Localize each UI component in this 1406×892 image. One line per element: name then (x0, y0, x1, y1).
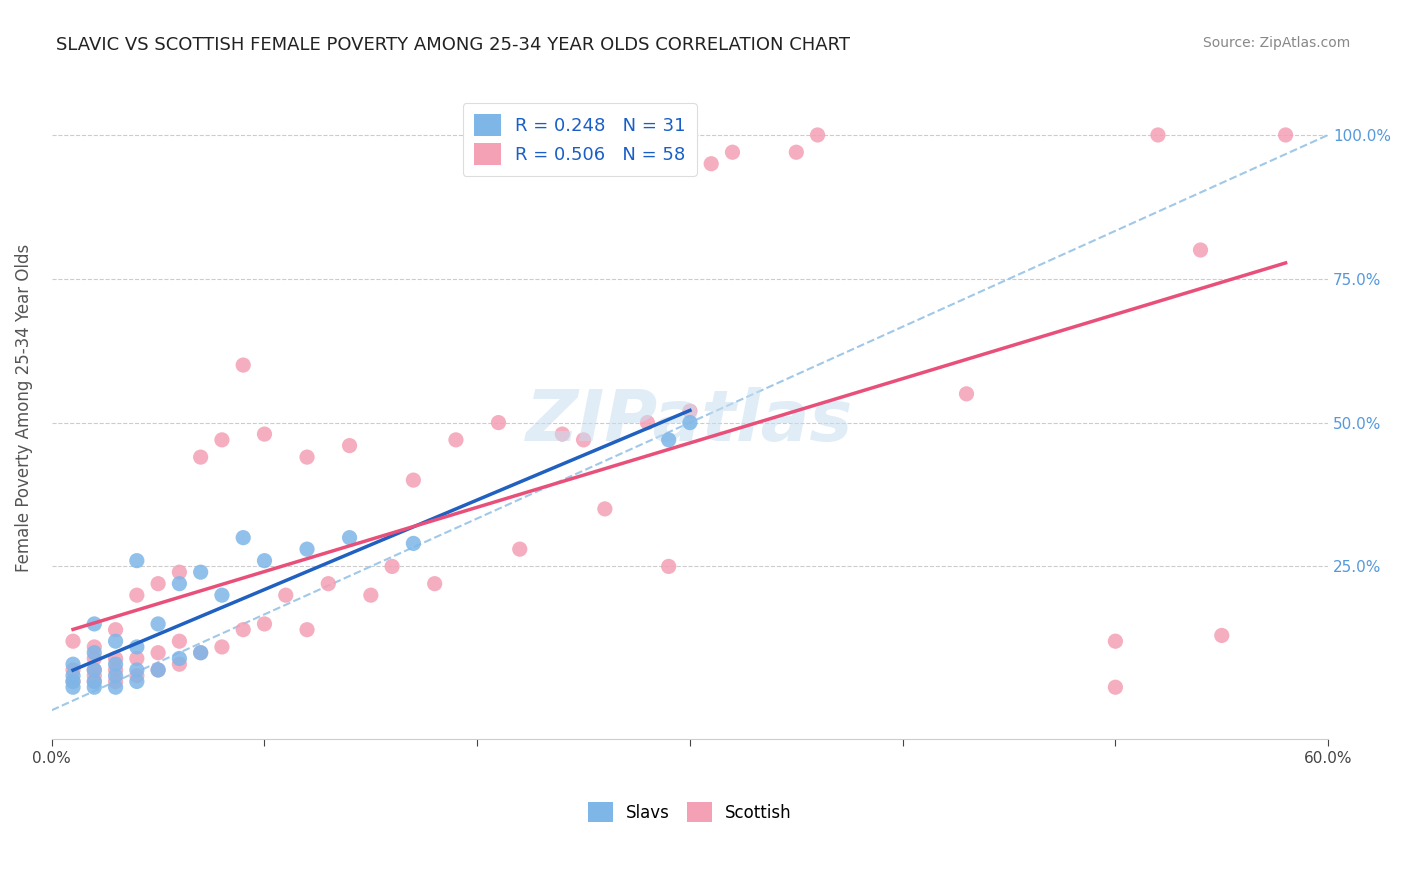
Point (83, 663, 105, 677)
Point (62, 634, 84, 648)
Point (1104, 634, 1126, 648)
Point (62, 674, 84, 689)
Point (62, 669, 84, 683)
Text: SLAVIC VS SCOTTISH FEMALE POVERTY AMONG 25-34 YEAR OLDS CORRELATION CHART: SLAVIC VS SCOTTISH FEMALE POVERTY AMONG … (56, 36, 851, 54)
Point (1104, 680, 1126, 694)
Point (444, 433, 467, 447)
Point (125, 663, 148, 677)
Point (62, 663, 84, 677)
Point (83, 674, 105, 689)
Point (679, 416, 702, 430)
Point (104, 651, 127, 665)
Point (190, 646, 212, 660)
Point (83, 669, 105, 683)
Point (211, 588, 233, 602)
Point (593, 501, 616, 516)
Point (125, 554, 148, 568)
Point (721, 145, 744, 160)
Point (146, 663, 169, 677)
Point (785, 145, 807, 160)
Point (104, 623, 127, 637)
Point (104, 657, 127, 672)
Point (125, 674, 148, 689)
Point (125, 669, 148, 683)
Point (955, 387, 977, 401)
Point (190, 646, 212, 660)
Point (104, 674, 127, 689)
Point (295, 450, 318, 464)
Point (572, 433, 595, 447)
Point (190, 450, 212, 464)
Point (295, 623, 318, 637)
Point (402, 473, 425, 487)
Point (423, 576, 446, 591)
Point (146, 616, 169, 631)
Point (658, 433, 681, 447)
Point (402, 536, 425, 550)
Point (83, 640, 105, 654)
Legend: Slavs, Scottish: Slavs, Scottish (579, 794, 800, 830)
Point (232, 531, 254, 545)
Point (125, 588, 148, 602)
Point (658, 559, 681, 574)
Point (104, 680, 127, 694)
Point (146, 576, 169, 591)
Y-axis label: Female Poverty Among 25-34 Year Olds: Female Poverty Among 25-34 Year Olds (15, 244, 32, 573)
Point (169, 565, 191, 579)
Point (551, 427, 574, 442)
Point (253, 616, 276, 631)
Point (232, 358, 254, 372)
Point (104, 669, 127, 683)
Point (83, 680, 105, 694)
Point (83, 651, 105, 665)
Point (360, 588, 382, 602)
Point (700, 157, 723, 171)
Point (1189, 243, 1212, 257)
Point (83, 616, 105, 631)
Point (62, 680, 84, 694)
Point (146, 646, 169, 660)
Point (211, 433, 233, 447)
Point (488, 416, 510, 430)
Point (125, 651, 148, 665)
Point (679, 404, 702, 418)
Point (381, 559, 404, 574)
Point (295, 542, 318, 557)
Point (339, 531, 361, 545)
Point (253, 554, 276, 568)
Point (62, 657, 84, 672)
Point (146, 663, 169, 677)
Point (339, 439, 361, 453)
Point (83, 663, 105, 677)
Point (253, 427, 276, 442)
Point (169, 634, 191, 648)
Point (636, 416, 658, 430)
Point (1211, 628, 1233, 642)
Point (211, 640, 233, 654)
Point (62, 674, 84, 689)
Point (83, 674, 105, 689)
Point (806, 128, 828, 142)
Point (83, 646, 105, 660)
Point (169, 651, 191, 665)
Text: ZIPatlas: ZIPatlas (526, 387, 853, 456)
Point (169, 576, 191, 591)
Point (104, 663, 127, 677)
Point (190, 565, 212, 579)
Point (509, 542, 531, 557)
Point (104, 634, 127, 648)
Point (1147, 128, 1170, 142)
Point (232, 623, 254, 637)
Point (125, 640, 148, 654)
Point (1274, 128, 1296, 142)
Text: Source: ZipAtlas.com: Source: ZipAtlas.com (1202, 36, 1350, 50)
Point (274, 588, 297, 602)
Point (316, 576, 339, 591)
Point (169, 657, 191, 672)
